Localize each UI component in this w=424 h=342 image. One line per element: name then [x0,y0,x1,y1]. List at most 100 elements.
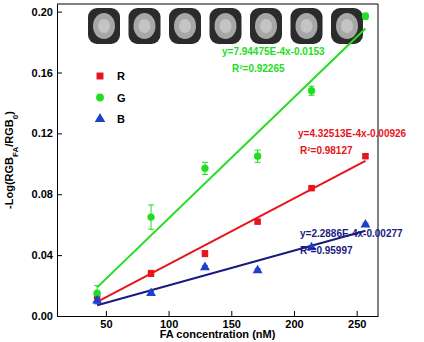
photo-frame [210,8,242,44]
tick-mark [231,311,232,316]
photo-highlight [98,19,110,33]
frame-right [378,4,379,316]
photo-strip [88,8,363,44]
legend-label: B [117,113,125,125]
photo-sample [255,13,277,39]
photo-sample [215,13,237,39]
x-axis: 50100150200250 [58,311,379,330]
x-tick: 150 [223,311,241,330]
data-point [308,87,315,94]
tick-label: 50 [100,318,112,330]
fit-line [97,231,365,305]
annotation: R²=0.92265 [232,63,285,74]
error-bar-cap [202,162,208,163]
data-point [201,165,208,172]
photo-highlight [179,19,191,33]
photo-highlight [260,19,272,33]
error-bar-cap [148,229,154,230]
data-point [253,265,263,274]
data-point [362,153,368,159]
error-bar-cap [255,162,261,163]
error-bar [148,205,154,229]
error-bar [202,251,208,257]
y-tick: 0.16 [32,67,62,79]
photo-frame [250,8,282,44]
annotation: R²=0.98127 [300,145,353,156]
photo-highlight [341,19,353,33]
x-tick: 200 [285,311,303,330]
tick-label: 0.04 [32,249,54,261]
error-bar-cap [94,285,100,286]
y-tick: 0.04 [32,249,62,261]
data-point [362,13,369,20]
photo-sample [93,13,115,39]
y-tick: 0.08 [32,188,62,200]
tick-label: 0.16 [32,67,53,79]
annotation: y=4.32513E-4x-0.00926 [298,128,407,139]
data-point [254,218,260,224]
error-bar-cap [309,86,315,87]
data-point [200,262,210,271]
legend-marker [96,94,104,102]
tick-mark [57,133,62,134]
data-point [308,185,314,191]
data-point [361,219,371,228]
y-axis-title-part: -Log(RGB [3,157,15,209]
y-tick: 0.12 [32,127,62,139]
photo-sample [336,13,358,39]
y-axis-title-part: ) [3,111,15,115]
annotation: R²=0.95997 [300,245,353,256]
legend-label: R [117,70,125,82]
legend-marker [97,73,104,80]
data-point [148,270,154,276]
x-tick: 50 [100,311,112,330]
error-bar [362,13,368,19]
tick-mark [357,311,358,316]
x-tick: 250 [348,311,366,330]
tick-mark [57,316,62,317]
fit-line [97,29,365,288]
data-point [146,287,156,296]
legend: RGB [95,70,126,125]
tick-label: 250 [348,318,366,330]
tick-mark [294,311,295,316]
tick-label: 0.00 [32,310,53,322]
tick-label: 0.20 [32,6,53,18]
tick-mark [57,12,62,13]
tick-mark [169,311,170,316]
error-bar [255,150,261,162]
photo-sample [134,13,156,39]
annotation: y=2.2886E-4x-0.00277 [300,228,403,239]
photo-frame [129,8,161,44]
error-bar-cap [202,174,208,175]
tick-mark [57,72,62,73]
y-axis-title: -Log(RGBFA/RGB0) [3,111,20,209]
error-bar [148,270,154,276]
tick-mark [57,194,62,195]
photo-frame [331,8,363,44]
legend-marker [95,113,106,122]
photo-sample [174,13,196,39]
frame-top [57,4,378,5]
tick-label: 200 [285,318,303,330]
tick-label: 0.08 [32,188,53,200]
y-axis-title-part: /RGB [3,119,15,147]
legend-label: G [117,92,126,104]
chart: 501001502002500.000.040.080.120.160.20FA… [0,0,424,342]
photo-highlight [139,19,151,33]
error-bar-cap [309,95,315,96]
tick-mark [106,311,107,316]
photo-frame [88,8,120,44]
plot-area [92,13,370,306]
data-point [92,295,102,304]
photo-frame [291,8,323,44]
x-axis-title: FA concentration (nM) [160,328,276,340]
data-point [254,153,261,160]
y-tick: 0.00 [32,310,62,322]
photo-highlight [220,19,232,33]
axis-line [57,5,58,317]
photo-frame [169,8,201,44]
y-axis-title-part: FA [11,147,20,157]
photo-sample [296,13,318,39]
data-point [147,213,154,220]
